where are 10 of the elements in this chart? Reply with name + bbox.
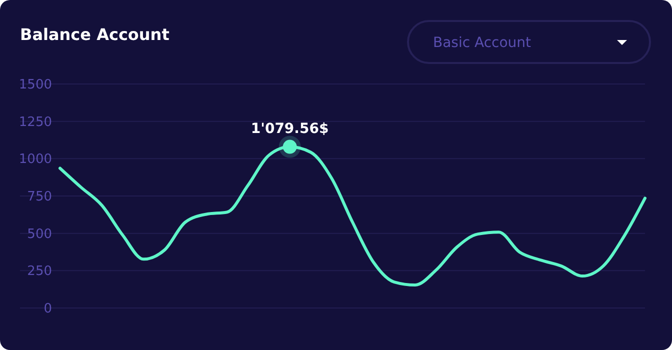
- y-tick-label: 1250: [18, 114, 52, 130]
- y-tick-label: 1500: [18, 78, 52, 93]
- chart-title: Balance Account: [20, 25, 170, 44]
- y-tick-label: 1000: [18, 152, 52, 168]
- data-label: 1'079.56$: [250, 120, 329, 137]
- y-tick-label: 0: [44, 302, 52, 317]
- y-tick-label: 750: [27, 190, 52, 205]
- dropdown: Basic Account: [407, 20, 651, 64]
- y-tick-label: 250: [27, 264, 52, 280]
- y-tick-label: 500: [27, 226, 52, 242]
